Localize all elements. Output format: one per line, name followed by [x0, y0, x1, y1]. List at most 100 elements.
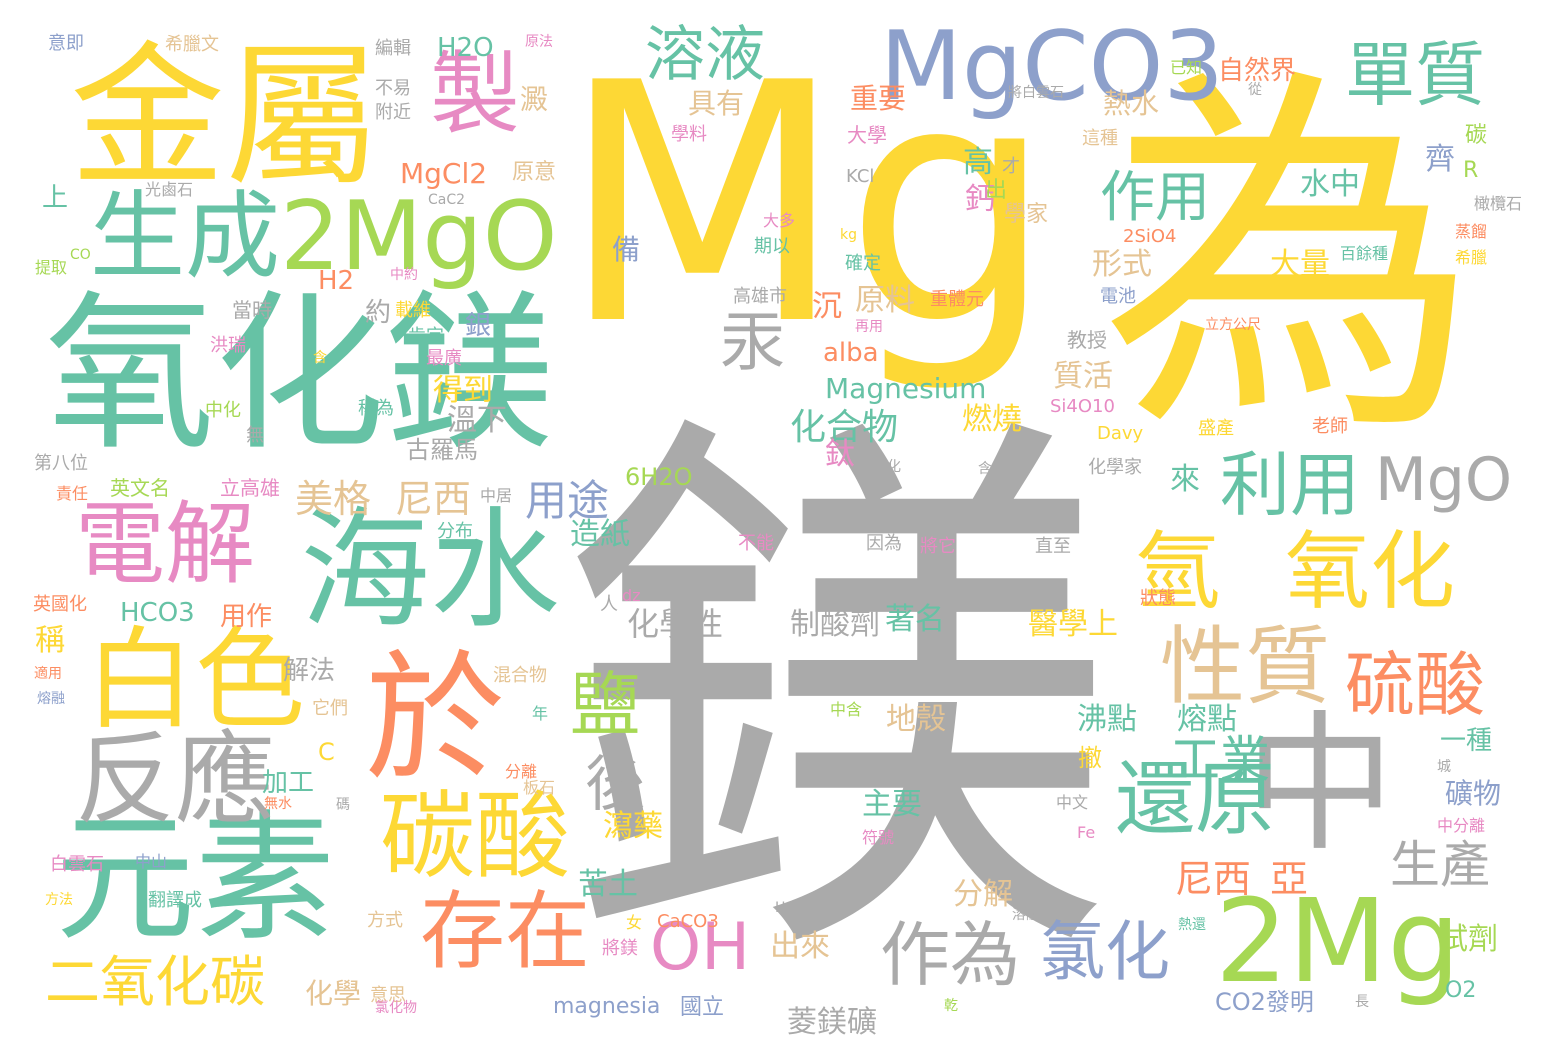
word: 百餘種	[1340, 244, 1389, 263]
word: 熱水	[1103, 87, 1160, 120]
word: 氧化	[1285, 523, 1456, 622]
word: 來	[1170, 462, 1200, 497]
word: 立方公尺	[1205, 317, 1261, 333]
word: 白雲石	[50, 854, 104, 875]
word: Magnesium	[825, 372, 987, 405]
word: 大量	[1270, 247, 1330, 282]
word: 盛產	[1198, 418, 1234, 439]
word: 還原	[1115, 753, 1275, 846]
word: magnesia	[553, 994, 661, 1019]
word: 翻譯成	[148, 890, 202, 911]
word: 化學性	[627, 605, 724, 643]
word: MgCO3	[880, 12, 1224, 122]
word: 生產	[1390, 836, 1490, 894]
word: 分離	[505, 762, 538, 781]
word: Davy	[1097, 423, 1144, 444]
word: 溫下	[447, 403, 507, 438]
word: 大學	[847, 123, 887, 147]
word: 具有	[688, 87, 745, 120]
word: 為	[1100, 38, 1480, 481]
word: 齊	[1425, 142, 1455, 177]
word: 碼	[336, 797, 350, 813]
word: 無	[246, 425, 264, 446]
word: 中居	[480, 486, 513, 505]
word: 橄欖石	[1474, 194, 1523, 213]
word: 生成	[90, 182, 281, 292]
word: 鎂	[560, 374, 1120, 1026]
word: 光鹵石	[145, 180, 194, 199]
word: 立高雄	[220, 476, 280, 500]
word: 礦物	[1445, 777, 1502, 810]
word: 高	[963, 145, 993, 180]
word: 備	[612, 233, 641, 266]
word: 重體元	[930, 289, 984, 310]
word: 電池	[1100, 286, 1136, 307]
word: 乾	[944, 998, 958, 1014]
word: Si4O10	[1050, 396, 1115, 417]
word: 一種	[1440, 726, 1493, 756]
word: 質活	[1053, 359, 1113, 394]
word: R	[1463, 158, 1479, 183]
word: 金屬	[70, 27, 380, 208]
word: 女	[626, 913, 643, 932]
word: 從	[1248, 82, 1262, 98]
word: 中化	[205, 400, 241, 421]
word: 希臘	[1455, 248, 1488, 267]
word: 得到	[433, 373, 493, 408]
word: 原意	[512, 160, 557, 185]
word: 形式	[1092, 247, 1152, 282]
word: 解法	[283, 656, 336, 686]
word: 反應	[75, 721, 275, 838]
word: 方式	[367, 910, 403, 931]
word: 用途	[525, 476, 610, 525]
word: 碳酸	[380, 782, 571, 892]
word: 制酸劑	[790, 607, 880, 642]
word: 適用	[34, 666, 62, 682]
word: 主要	[862, 787, 922, 822]
word: 澱	[520, 83, 549, 116]
word: C	[318, 738, 335, 766]
word: 2Mg	[1215, 875, 1461, 1009]
word: 著名	[885, 602, 945, 637]
word: 古羅馬	[406, 436, 478, 464]
word: 2SiO4	[1123, 226, 1177, 247]
word: 大多	[763, 211, 796, 230]
word: 硫酸	[1345, 644, 1485, 726]
word: 水中	[1300, 167, 1360, 202]
word: 將白雲石	[1008, 85, 1064, 101]
word: 中分離	[1437, 816, 1486, 835]
word: 無水	[264, 796, 292, 812]
word: CaCO3	[657, 911, 719, 932]
word: 氯化物	[375, 1000, 417, 1016]
word: 化學家	[1088, 457, 1142, 478]
word: 城	[1437, 759, 1451, 775]
word: 混合物	[493, 665, 547, 686]
word: 確定	[845, 253, 881, 274]
word: 不易	[375, 78, 411, 99]
word: 工業	[1170, 731, 1270, 789]
word: 氯化	[1040, 915, 1171, 990]
word: CO	[70, 247, 91, 263]
word: 中含	[830, 700, 863, 719]
word: 含	[313, 350, 327, 366]
word: O2	[1445, 978, 1477, 1003]
word: 提取	[35, 258, 68, 277]
word: CO2發明	[1215, 988, 1314, 1016]
word: 自然界	[1218, 56, 1297, 86]
word: 中約	[390, 267, 418, 283]
word: 瀉藥	[603, 809, 663, 844]
word: kg	[840, 227, 857, 243]
word: 出來	[770, 929, 830, 964]
word: 作為	[880, 914, 1020, 996]
word: 教授	[1067, 328, 1107, 352]
word: 中山	[135, 852, 168, 871]
word: 溶融電	[1012, 907, 1054, 923]
word: 原法	[525, 34, 553, 50]
word: 利用	[1220, 444, 1360, 526]
word: Fe	[1077, 823, 1096, 842]
word: 尼西	[395, 477, 472, 521]
word: 硫化	[873, 459, 901, 475]
word: 試劑	[1438, 922, 1498, 957]
word: 學家	[1004, 202, 1049, 227]
